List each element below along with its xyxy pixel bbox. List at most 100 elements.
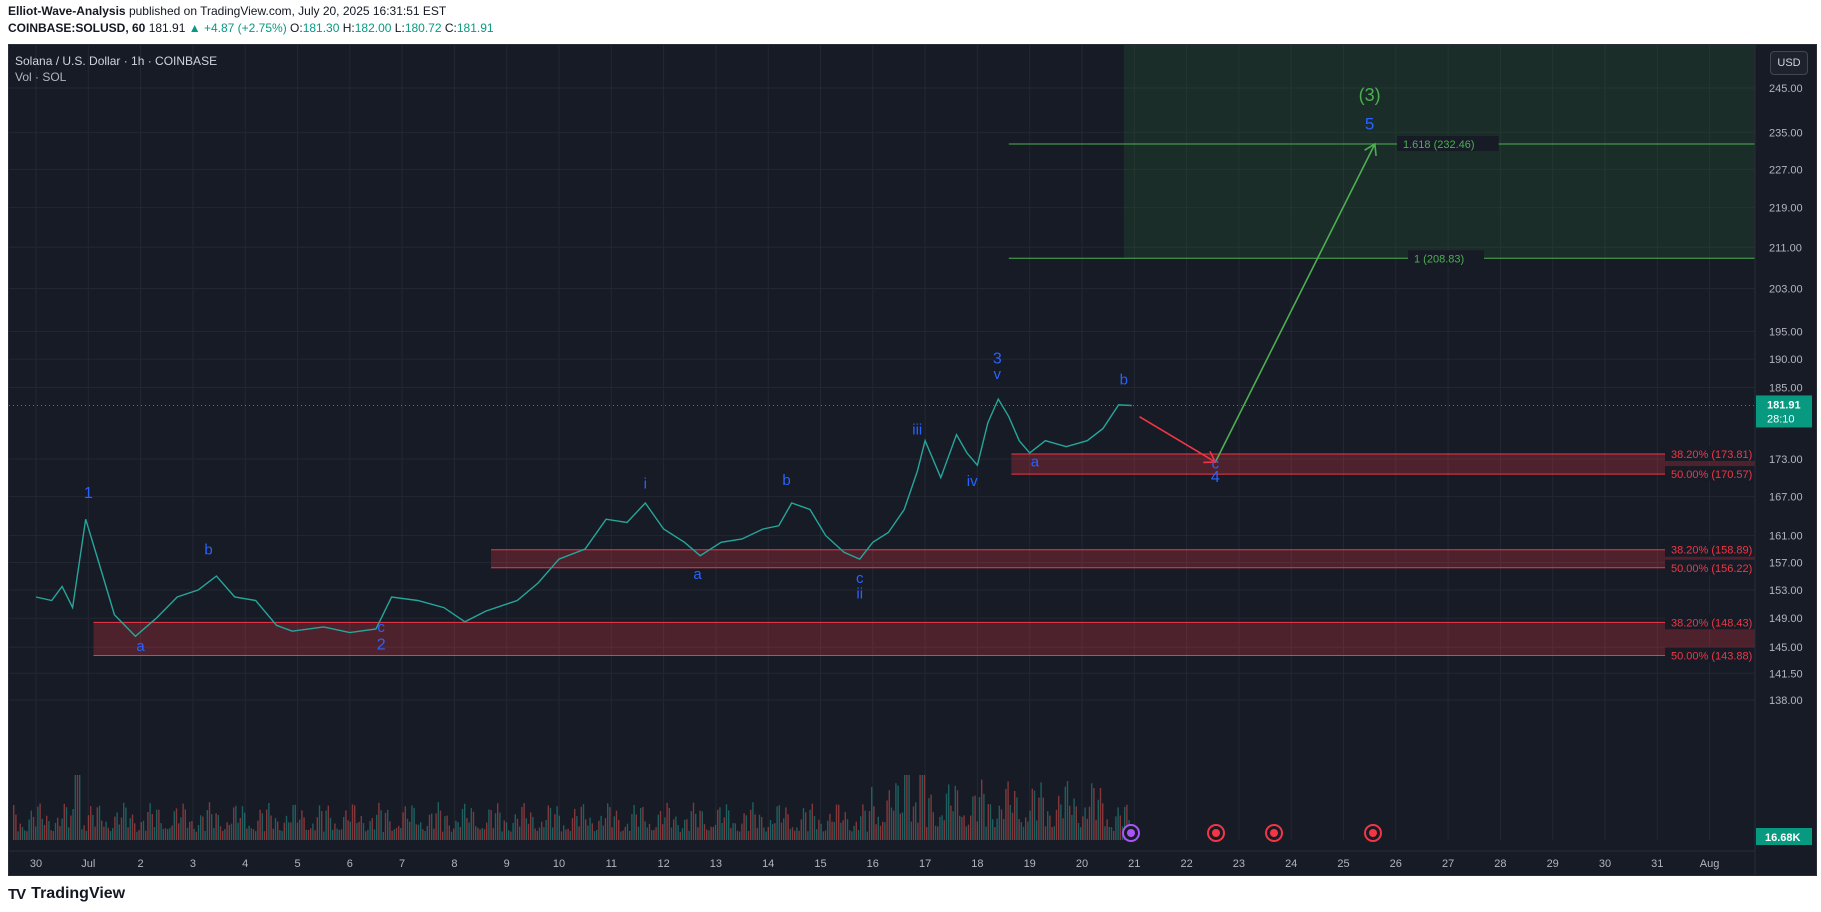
volume-bar bbox=[571, 817, 574, 840]
volume-bar bbox=[818, 819, 820, 840]
volume-bar bbox=[565, 829, 567, 840]
volume-bar bbox=[338, 829, 340, 840]
time-axis-tick: 8 bbox=[451, 858, 457, 870]
fib-level-label-bg bbox=[1397, 136, 1499, 152]
time-axis-tick: 25 bbox=[1337, 858, 1349, 870]
volume-bar bbox=[270, 815, 272, 840]
volume-bar bbox=[807, 831, 809, 840]
volume-bar bbox=[151, 813, 153, 840]
legend-title[interactable]: Solana / U.S. Dollar · 1h · COINBASE bbox=[15, 54, 218, 68]
legend-volume[interactable]: Vol · SOL bbox=[15, 70, 67, 84]
volume-bar bbox=[369, 821, 371, 840]
volume-bar bbox=[437, 802, 439, 840]
volume-bar bbox=[87, 815, 90, 840]
volume-bar bbox=[780, 822, 783, 840]
volume-bar bbox=[1060, 804, 1062, 840]
volume-bar bbox=[532, 817, 534, 840]
volume-bar bbox=[604, 818, 607, 840]
volume-bar bbox=[224, 829, 226, 840]
volume-bar bbox=[52, 830, 54, 840]
volume-bar bbox=[1102, 803, 1104, 840]
volume-bar bbox=[871, 786, 873, 840]
volume-bar bbox=[367, 829, 369, 840]
volume-bar bbox=[582, 804, 585, 840]
volume-bar bbox=[1104, 826, 1106, 840]
volume-bar bbox=[525, 818, 527, 840]
publish-header: Elliot-Wave-Analysis published on Tradin… bbox=[8, 4, 446, 18]
volume-bar bbox=[413, 807, 415, 840]
volume-bar bbox=[417, 824, 420, 840]
volume-bar bbox=[393, 829, 395, 840]
volume-bar bbox=[360, 815, 362, 840]
volume-bar bbox=[752, 802, 754, 840]
volume-bar bbox=[791, 827, 794, 840]
volume-bar bbox=[1062, 818, 1064, 840]
volume-bar bbox=[798, 830, 800, 840]
volume-bar bbox=[809, 809, 811, 840]
volume-bar bbox=[285, 815, 288, 840]
time-axis-tick: 4 bbox=[242, 858, 248, 870]
volume-series bbox=[13, 775, 1132, 840]
volume-bar bbox=[85, 830, 87, 840]
fib-zone bbox=[93, 622, 1755, 656]
volume-bar bbox=[26, 831, 28, 840]
volume-bar bbox=[510, 831, 512, 840]
time-axis-tick: 7 bbox=[399, 858, 405, 870]
volume-bar bbox=[783, 818, 785, 840]
volume-bar bbox=[545, 819, 547, 840]
wave-label: b bbox=[204, 541, 212, 558]
volume-bar bbox=[578, 826, 580, 840]
volume-bar bbox=[197, 825, 200, 840]
volume-bar bbox=[1014, 791, 1016, 840]
tradingview-logo[interactable]: TV TradingView bbox=[8, 884, 125, 904]
volume-bar bbox=[618, 819, 620, 840]
volume-bar bbox=[941, 815, 943, 840]
volume-bar bbox=[450, 831, 453, 840]
time-axis-tick: 19 bbox=[1024, 858, 1036, 870]
volume-bar bbox=[376, 814, 378, 840]
volume-bar bbox=[444, 816, 446, 840]
volume-bar bbox=[281, 831, 283, 840]
volume-bar bbox=[149, 803, 151, 840]
currency-button[interactable]: USD bbox=[1770, 51, 1808, 75]
fib-level-label: 38.20% (158.89) bbox=[1671, 545, 1752, 557]
volume-bar bbox=[431, 813, 433, 840]
volume-bar bbox=[448, 825, 450, 840]
volume-bar bbox=[805, 812, 807, 840]
volume-bar bbox=[365, 831, 367, 840]
volume-bar bbox=[294, 804, 296, 840]
volume-bar bbox=[622, 830, 624, 840]
chart-frame[interactable]: 1.618 (232.46) 1 (208.83) 38.20% (173.81) 5… bbox=[8, 44, 1817, 876]
volume-bar bbox=[378, 802, 380, 840]
volume-bar bbox=[1126, 804, 1128, 840]
volume-bar bbox=[213, 827, 215, 840]
volume-bar bbox=[699, 810, 701, 840]
volume-bar bbox=[171, 825, 173, 840]
volume-bar bbox=[501, 831, 503, 840]
volume-bar bbox=[642, 806, 644, 840]
chart-canvas[interactable]: 1.618 (232.46) 1 (208.83) 38.20% (173.81) 5… bbox=[9, 45, 1816, 875]
fib-zone bbox=[1011, 454, 1755, 475]
volume-bar bbox=[728, 810, 730, 840]
volume-bar bbox=[120, 817, 123, 840]
volume-bar bbox=[948, 784, 950, 840]
volume-bar bbox=[943, 820, 945, 840]
volume-bar bbox=[50, 830, 52, 840]
volume-bar bbox=[257, 820, 259, 840]
volume-bar bbox=[349, 821, 351, 840]
volume-bar bbox=[252, 829, 255, 840]
author-name[interactable]: Elliot-Wave-Analysis bbox=[8, 4, 126, 18]
wave-label: b bbox=[782, 472, 790, 489]
volume-bar bbox=[662, 824, 664, 840]
volume-bar bbox=[857, 830, 860, 840]
volume-bar bbox=[191, 821, 193, 840]
price-axis-tick: 185.00 bbox=[1769, 382, 1803, 394]
volume-bar bbox=[237, 822, 239, 840]
wave-label: a bbox=[136, 638, 145, 655]
time-axis-tick: 18 bbox=[971, 858, 983, 870]
volume-bar bbox=[659, 810, 662, 840]
low-label: L: bbox=[394, 21, 405, 35]
volume-bar bbox=[118, 824, 120, 840]
volume-bar bbox=[1071, 814, 1073, 840]
volume-bar bbox=[1027, 821, 1029, 840]
